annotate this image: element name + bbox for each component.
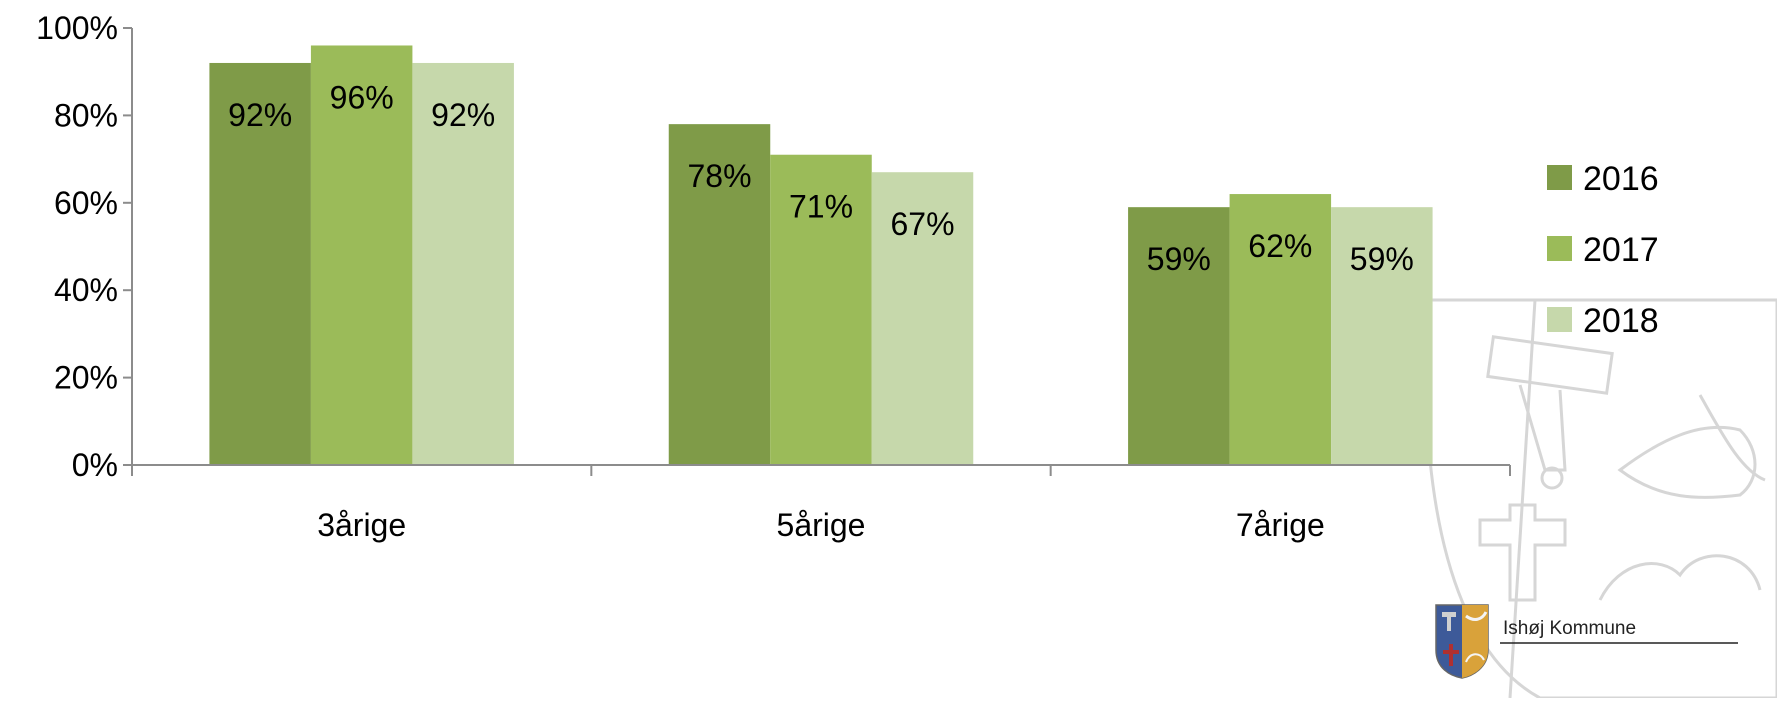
bar-2016-1 bbox=[209, 62, 311, 466]
legend-swatch-2017 bbox=[1547, 236, 1572, 261]
ishoj-logo: Ishøj Kommune bbox=[1435, 604, 1738, 679]
logo-text: Ishøj Kommune bbox=[1503, 618, 1636, 639]
bar-2017-2 bbox=[770, 154, 872, 466]
bar-2017-3 bbox=[1229, 194, 1332, 465]
data-label: 78% bbox=[687, 158, 751, 194]
x-category-label: 7årige bbox=[1236, 507, 1325, 543]
data-label: 59% bbox=[1147, 241, 1211, 277]
data-label: 59% bbox=[1350, 241, 1414, 277]
y-tick-label: 20% bbox=[54, 360, 118, 396]
legend-label: 2017 bbox=[1583, 231, 1659, 269]
data-label: 62% bbox=[1248, 228, 1312, 264]
y-tick-label: 100% bbox=[36, 10, 118, 46]
y-tick-label: 60% bbox=[54, 185, 118, 221]
data-label: 92% bbox=[431, 97, 495, 133]
bar-2018-3 bbox=[1331, 207, 1433, 466]
bar-2016-3 bbox=[1128, 207, 1230, 466]
data-label: 71% bbox=[789, 189, 853, 225]
data-label: 67% bbox=[890, 206, 954, 242]
legend-swatch-2016 bbox=[1547, 165, 1572, 190]
data-label: 96% bbox=[330, 79, 394, 115]
legend: 2016 2017 2018 bbox=[1547, 160, 1659, 340]
legend-swatch-2018 bbox=[1547, 307, 1572, 332]
data-label: 92% bbox=[228, 97, 292, 133]
bar-2017-1 bbox=[310, 45, 413, 465]
y-tick-label: 80% bbox=[54, 97, 118, 133]
bar-2016-2 bbox=[668, 124, 771, 465]
x-category-label: 5årige bbox=[777, 507, 866, 543]
legend-label: 2016 bbox=[1583, 160, 1659, 198]
y-tick-label: 0% bbox=[72, 447, 118, 483]
ishoj-coat-of-arms-icon bbox=[1435, 604, 1489, 679]
x-category-label: 3årige bbox=[317, 507, 406, 543]
legend-label: 2018 bbox=[1583, 302, 1659, 340]
bar-2018-1 bbox=[412, 62, 514, 466]
y-tick-label: 40% bbox=[54, 272, 118, 308]
bar-2018-2 bbox=[871, 172, 974, 465]
